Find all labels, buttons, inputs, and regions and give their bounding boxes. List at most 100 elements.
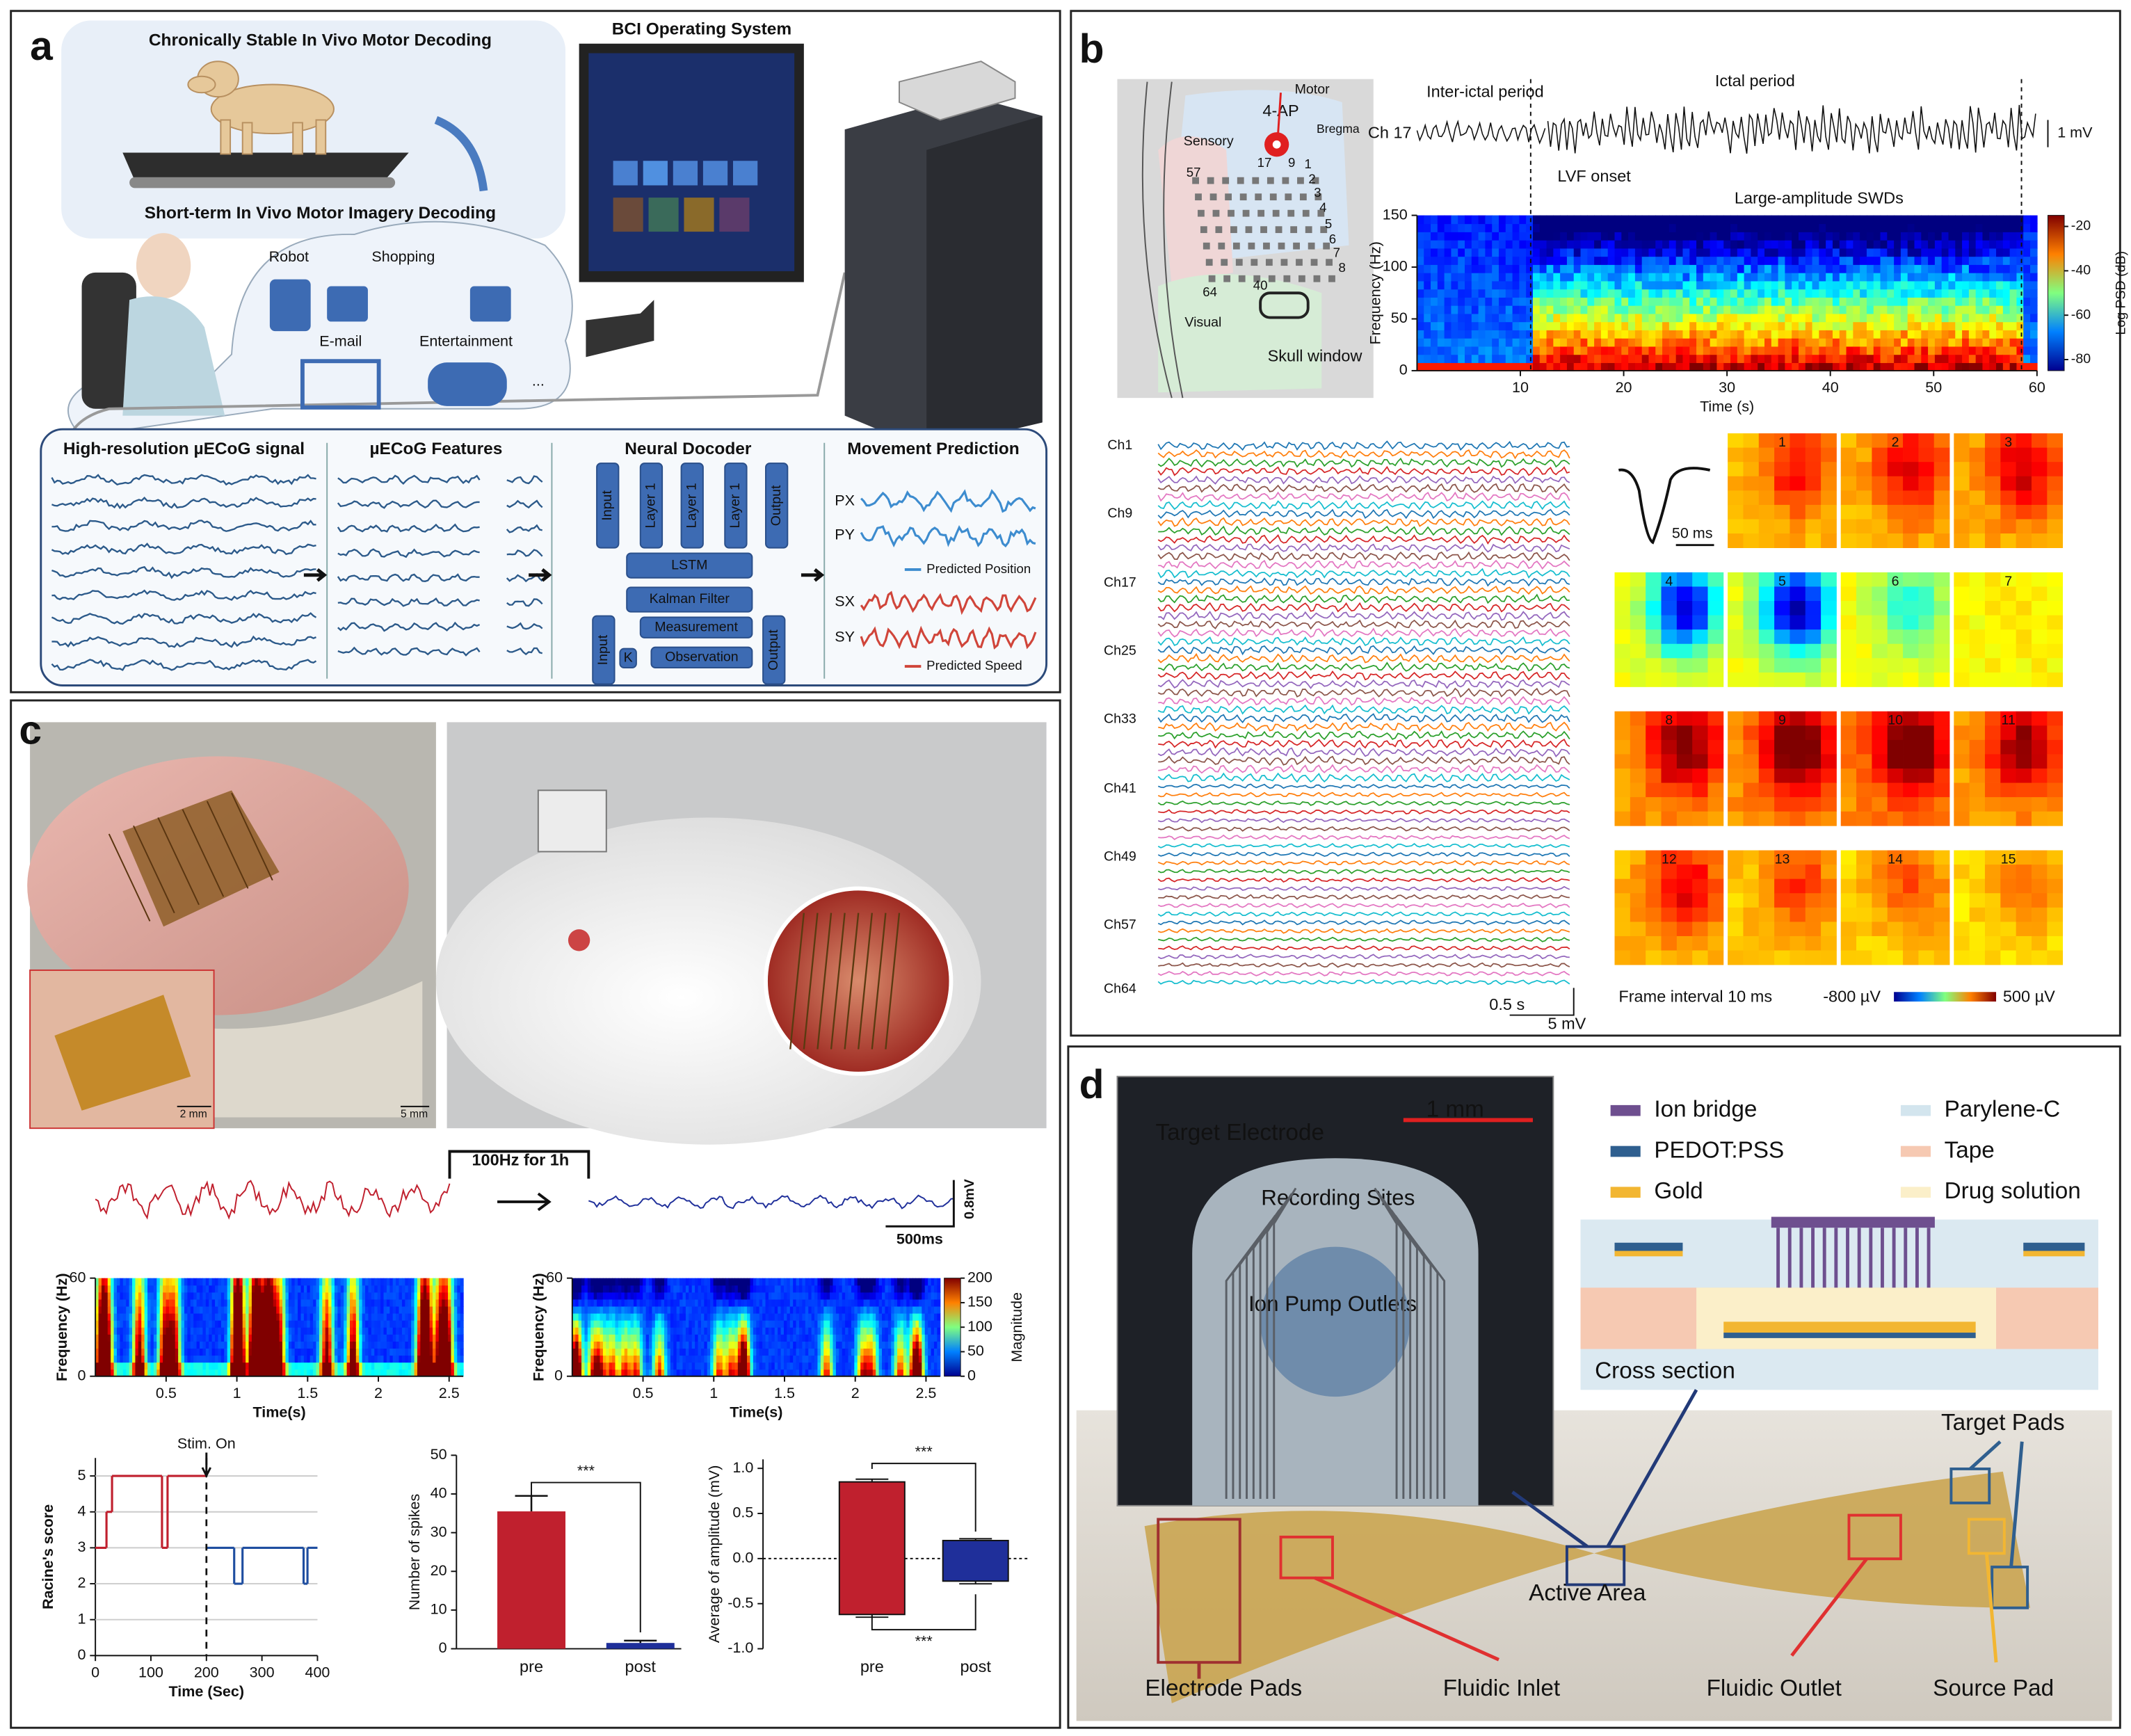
spectrogram-cell <box>1424 321 1431 330</box>
spectrogram-cell <box>1873 280 1881 290</box>
spectrogram-cell <box>1655 289 1663 298</box>
spectrogram-cell <box>2002 264 2011 273</box>
electrode <box>1313 275 1321 282</box>
spectrogram-cell <box>153 1285 157 1293</box>
spectrogram-cell <box>1798 232 1806 241</box>
spectrogram-cell <box>1853 337 1860 347</box>
spectrogram-cell <box>1968 321 1977 330</box>
spectrogram-cell <box>1989 321 1997 330</box>
spectrogram-cell <box>1914 337 1922 347</box>
spectrogram-cell <box>1546 346 1554 355</box>
spectrogram-cell <box>1730 321 1738 330</box>
spectrogram-cell <box>1621 248 1629 257</box>
frame-cell <box>1692 629 1708 645</box>
spectrogram-cell <box>2009 330 2018 339</box>
spectrogram-cell <box>184 1313 188 1321</box>
spectrogram-cell <box>1975 280 1984 290</box>
spectrogram-cell <box>242 1313 246 1321</box>
spectrogram-cell <box>288 1299 292 1307</box>
spectrogram-cell <box>120 1313 124 1321</box>
spectrogram-cell <box>135 1362 139 1370</box>
spectrogram-cell <box>175 1299 179 1307</box>
spectrogram-cell <box>288 1285 292 1293</box>
spectrogram-cell <box>1655 321 1663 330</box>
spectrogram-cell <box>1703 272 1711 282</box>
spectrogram-cell <box>1512 264 1520 273</box>
spectrogram-cell <box>1539 289 1547 298</box>
spectrogram-cell <box>411 1278 415 1286</box>
spectrogram-cell <box>362 1369 366 1377</box>
spectrogram-cell <box>374 1313 378 1321</box>
spectrogram-cell <box>597 1369 601 1377</box>
spectrogram-cell <box>111 1341 115 1349</box>
spectrogram-cell <box>224 1313 228 1321</box>
spectrogram-cell <box>353 1285 357 1293</box>
spectrogram-cell <box>264 1299 268 1307</box>
spectrogram-cell <box>374 1305 378 1314</box>
spectrogram-cell <box>1792 346 1799 355</box>
spectrogram-cell <box>1819 215 1826 225</box>
spectrogram-cell <box>1758 239 1765 249</box>
frame-cell <box>1840 533 1857 549</box>
spectrogram-cell <box>1771 248 1779 257</box>
spectrogram-cell <box>399 1348 403 1356</box>
spectrogram-cell <box>1785 264 1792 273</box>
spectrogram-cell <box>1996 297 2004 306</box>
spectrogram-cell <box>1696 330 1704 339</box>
spectrogram-cell <box>147 1285 152 1293</box>
spectrogram-cell <box>1968 272 1977 282</box>
spectrogram-cell <box>129 1299 133 1307</box>
panel-label: a <box>30 24 54 69</box>
spectrogram-cell <box>291 1334 296 1342</box>
spectrogram-cell <box>1512 248 1520 257</box>
frame-cell <box>2000 433 2017 449</box>
spectrogram-cell <box>163 1292 167 1300</box>
spectrogram-cell <box>273 1355 277 1363</box>
spectrogram-cell <box>1662 297 1670 306</box>
spectrogram-cell <box>1600 313 1609 323</box>
spectrogram-cell <box>639 1369 643 1377</box>
spectrogram-cell <box>1424 232 1431 241</box>
spectrogram-cell <box>1941 248 1949 257</box>
spectrogram-cell <box>113 1355 118 1363</box>
spectrogram-cell <box>1451 280 1458 290</box>
spectrogram-cell <box>175 1278 179 1286</box>
spectrogram-cell <box>401 1355 405 1363</box>
spectrogram-cell <box>116 1369 120 1377</box>
spectrogram-cell <box>1819 346 1826 355</box>
spectrogram-cell <box>113 1334 118 1342</box>
frame-cell <box>2000 572 2017 587</box>
frame-cell <box>1821 533 1837 549</box>
spectrogram-cell <box>205 1292 209 1300</box>
spectrogram-cell <box>1928 272 1936 282</box>
spectrogram-cell <box>1437 223 1445 232</box>
spectrogram-cell <box>1478 330 1486 339</box>
spectrogram-cell <box>1614 305 1623 314</box>
spectrogram-cell <box>1634 337 1643 347</box>
spectrogram-cell <box>442 1278 446 1286</box>
spectrogram-cell <box>257 1292 262 1300</box>
spectrogram-cell <box>1573 337 1582 347</box>
spectrogram-cell <box>1792 239 1799 249</box>
spectrogram-cell <box>215 1369 219 1377</box>
spectrogram-cell <box>630 1362 634 1370</box>
frame-cell <box>1758 893 1775 908</box>
spectrogram-cell <box>344 1299 348 1307</box>
spectrogram-cell <box>380 1313 385 1321</box>
spectrogram-cell <box>584 1362 588 1370</box>
spectrogram-cell <box>386 1292 390 1300</box>
frame-cell <box>1758 672 1775 687</box>
frame-cell <box>1872 615 1888 630</box>
frame-cell <box>1805 935 1822 951</box>
spectrogram-cell <box>132 1362 136 1370</box>
spectrogram-cell <box>1934 239 1943 249</box>
spectrogram-cell <box>435 1320 440 1328</box>
frame-cell <box>2047 658 2064 673</box>
spectrogram-cell <box>285 1313 289 1321</box>
frame-cell <box>1918 462 1935 477</box>
spectrogram-cell <box>1703 256 1711 265</box>
frame-cell <box>1887 672 1904 687</box>
cross-section-pedot <box>1723 1333 1976 1338</box>
spectrogram-cell <box>606 1362 610 1370</box>
spectrogram-cell <box>1648 305 1657 314</box>
